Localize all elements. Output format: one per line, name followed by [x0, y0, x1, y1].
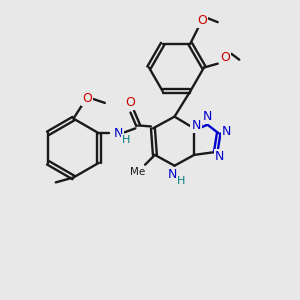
Text: H: H	[122, 135, 130, 145]
Text: O: O	[220, 51, 230, 64]
Text: N: N	[191, 119, 201, 132]
Text: N: N	[168, 168, 177, 181]
Text: N: N	[222, 125, 231, 138]
Text: O: O	[125, 96, 135, 110]
Text: N: N	[215, 150, 224, 164]
Text: Me: Me	[130, 167, 145, 177]
Text: O: O	[82, 92, 92, 106]
Text: N: N	[203, 110, 213, 123]
Text: H: H	[177, 176, 186, 186]
Text: N: N	[114, 127, 123, 140]
Text: O: O	[197, 14, 207, 27]
